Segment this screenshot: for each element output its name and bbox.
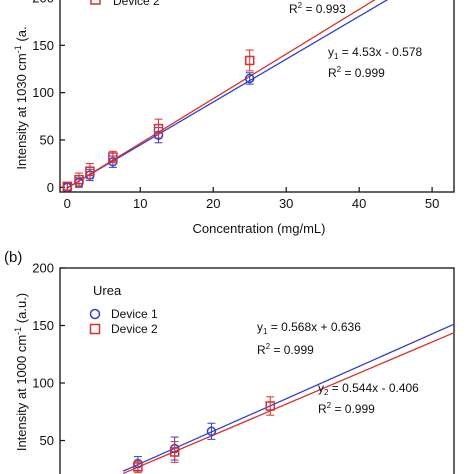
panel-a-frame — [59, 0, 455, 193]
fit-line — [66, 0, 389, 189]
x-tick-label: 0 — [64, 196, 71, 211]
panel-a-x-axis-label: Concentration (mg/mL) — [193, 221, 326, 236]
eq-rest: = 0.544x - 0.406 — [328, 381, 419, 395]
data-point — [244, 73, 255, 84]
x-tick-label: 10 — [133, 196, 147, 211]
panel-b-plot-area — [122, 323, 455, 474]
eq-sub: 1 — [334, 52, 339, 61]
panel-b-r2-1: R2 = 0.999 — [257, 342, 314, 357]
fit-line — [66, 0, 376, 189]
panel-a-plot-area — [62, 0, 389, 193]
r2-value: = 0.999 — [341, 66, 385, 80]
r2-value: = 0.999 — [331, 402, 375, 416]
panel-a-equation-1: y1 = 4.53x - 0.578 — [328, 45, 423, 61]
x-tick-label: 40 — [352, 196, 366, 211]
data-point — [62, 181, 73, 192]
data-point — [108, 152, 118, 162]
panel-a-ylabel-suffix: (a. — [14, 26, 29, 45]
r2-sup: 2 — [337, 65, 342, 74]
panel-a-ylabel-sup: -1 — [13, 45, 23, 53]
eq-sub: 1 — [263, 327, 268, 336]
panel-a-y-axis: 0 50 100 150 200 — [32, 0, 65, 195]
eq-y: y — [318, 381, 324, 395]
data-point — [153, 123, 164, 134]
panel-b-y-axis: 50 100 150 200 — [32, 261, 65, 448]
panel-a: 0 10 20 30 40 50 0 50 100 150 200 Intensity at 10… — [13, 0, 455, 236]
data-point — [265, 401, 275, 411]
r2-sup: 2 — [298, 1, 303, 10]
eq-rest: = 4.53x - 0.578 — [338, 45, 422, 59]
data-point — [85, 166, 95, 176]
panel-b-equation-1: y1 = 0.568x + 0.636 — [257, 320, 361, 336]
panel-b-legend: Urea Device 1 Device 2 — [89, 283, 158, 336]
panel-b-tag: (b) — [4, 249, 22, 266]
panel-b-y-axis-label: Intensity at 1000 cm-1 (a.u.) — [13, 293, 29, 451]
x-tick-label: 30 — [279, 196, 293, 211]
panel-a-legend: Device 2 — [90, 0, 160, 8]
panel-b: (b) 50 100 150 200 Intensity at 1000 cm-1 (… — [4, 249, 455, 474]
panel-b-equation-2: y2 = 0.544x - 0.406 — [318, 381, 419, 397]
legend-device2-marker — [89, 323, 101, 335]
eq-sub: 2 — [324, 388, 329, 397]
r2-letter: R — [328, 66, 337, 80]
data-point — [244, 55, 255, 66]
panel-a-y-axis-label: Intensity at 1030 cm-1 (a. — [13, 26, 29, 169]
panel-a-r2-1: R2 = 0.999 — [328, 65, 385, 80]
y-tick-label: 100 — [32, 376, 54, 391]
data-point — [133, 462, 143, 472]
y-tick-label: 0 — [47, 180, 54, 195]
y-tick-label: 50 — [40, 132, 54, 147]
panel-a-r2-top: R2 = 0.993 — [289, 1, 346, 16]
panel-b-ylabel-prefix: Intensity at 1000 cm — [14, 335, 29, 451]
r2-letter: R — [257, 343, 266, 357]
x-tick-label: 50 — [425, 196, 439, 211]
legend-device1-label: Device 1 — [111, 307, 158, 321]
y-tick-label: 200 — [32, 0, 54, 6]
legend-device2-label: Device 2 — [111, 322, 158, 336]
panel-b-frame — [59, 267, 455, 474]
y-tick-label: 200 — [32, 261, 54, 276]
r2-sup: 2 — [266, 342, 271, 351]
data-point — [74, 174, 84, 185]
y-tick-label: 150 — [32, 38, 54, 53]
legend-device1-marker — [89, 308, 101, 320]
eq-y: y — [328, 45, 334, 59]
y-tick-label: 150 — [32, 318, 54, 333]
r2-value: = 0.993 — [302, 2, 346, 16]
panel-b-r2-2: R2 = 0.999 — [318, 401, 375, 416]
panel-a-x-axis: 0 10 20 30 40 50 — [64, 187, 439, 211]
legend-device2-marker — [90, 0, 101, 5]
eq-rest: = 0.568x + 0.636 — [267, 320, 361, 334]
y-tick-label: 50 — [40, 433, 54, 448]
y-tick-label: 100 — [32, 85, 54, 100]
r2-value: = 0.999 — [270, 343, 314, 357]
legend-device2-label: Device 2 — [113, 0, 160, 8]
x-tick-label: 20 — [206, 196, 220, 211]
panel-b-ylabel-sup: -1 — [13, 327, 23, 335]
eq-y: y — [257, 320, 263, 334]
panel-a-ylabel-prefix: Intensity at 1030 cm — [14, 53, 29, 169]
r2-letter: R — [318, 402, 327, 416]
data-point — [169, 447, 180, 457]
r2-sup: 2 — [327, 401, 332, 410]
panel-b-ylabel-suffix: (a.u.) — [14, 293, 29, 327]
r2-letter: R — [289, 2, 298, 16]
data-point — [206, 426, 217, 437]
legend-title: Urea — [93, 283, 122, 298]
